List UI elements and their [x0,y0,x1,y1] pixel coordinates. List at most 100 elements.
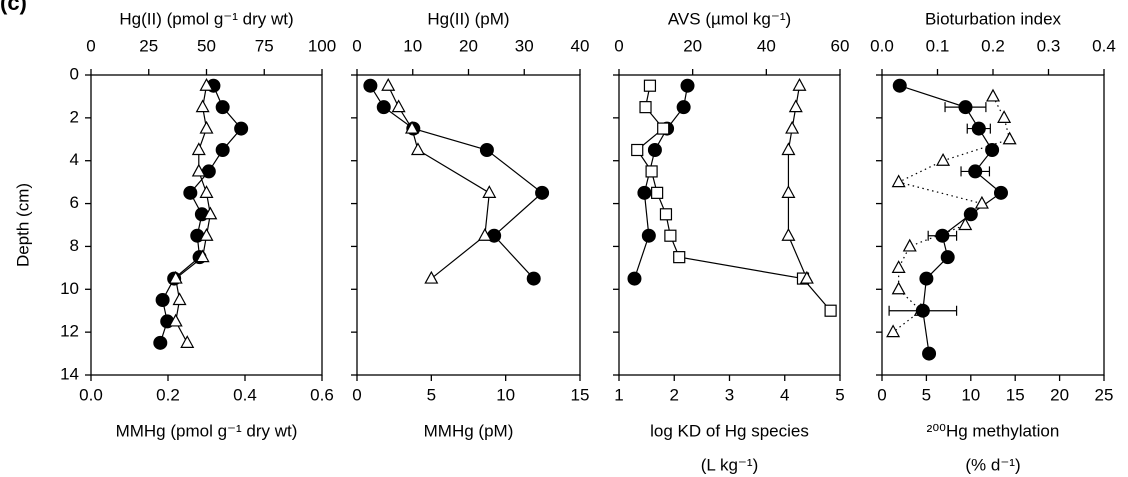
marker-triangle [785,120,800,134]
marker-circle [234,121,249,136]
marker-triangle [195,249,210,263]
marker-circle [535,185,550,200]
marker-circle [647,143,662,157]
marker-triangle [477,227,492,241]
x-axis-title: MMHg (pM) [424,421,514,440]
x-axis-title-line2: (% d⁻¹) [965,455,1020,474]
marker-circle [641,228,656,243]
marker-square [659,208,673,221]
x-tick-label: 2 [670,385,679,404]
marker-triangle [404,120,420,134]
x-tick-label: 5 [922,385,931,404]
x2-tick-label: 50 [197,36,216,55]
y-tick-label: 10 [60,279,79,298]
marker-triangle [172,292,187,306]
marker-circle [935,228,950,243]
x-tick-label: 20 [1050,385,1069,404]
marker-triangle [191,142,206,156]
marker-circle [215,143,230,157]
x-tick-label: 3 [725,385,734,404]
x2-tick-label: 60 [831,36,850,55]
marker-square [673,251,686,264]
x-tick-label: 5 [835,385,844,404]
marker-triangle [199,120,214,134]
x-tick-label: 0.2 [156,385,180,404]
x-axis-title: ²⁰⁰Hg methylation [927,421,1060,440]
series-line [899,85,1002,354]
marker-triangle [891,281,906,295]
marker-square [645,165,658,178]
marker-circle [940,250,955,265]
marker-triangle [180,335,195,348]
marker-square [643,79,657,92]
plot-frame [90,74,323,376]
marker-triangle [381,77,396,91]
x2-tick-label: 75 [255,36,274,55]
x-tick-label: 0 [352,385,361,404]
y-tick-label: 0 [70,64,79,83]
x-tick-label: 0.6 [310,385,334,404]
x2-axis-title: AVS (µmol kg⁻¹) [668,9,791,28]
y-tick-label: 12 [60,322,79,341]
marker-circle [971,121,986,136]
marker-triangle [199,77,214,91]
marker-triangle [168,270,183,284]
marker-triangle [958,217,973,231]
x-tick-label: 4 [780,385,789,404]
series-line [892,96,1011,333]
marker-square [651,186,664,199]
marker-circle [153,335,168,350]
plot-frame [881,74,1105,376]
x2-axis-title: Hg(II) (pmol g⁻¹ dry wt) [119,9,293,28]
marker-square [657,122,670,135]
x-axis-title-line2: (L kg⁻¹) [701,455,758,474]
marker-circle [183,185,198,200]
x-tick-label: 0.4 [233,385,257,404]
panel-label: (c) [0,0,27,15]
x2-tick-label: 30 [515,36,534,55]
marker-triangle [891,260,906,273]
y-tick-label: 8 [70,236,79,255]
x2-tick-label: 0 [86,36,95,55]
x-axis-title: log KD of Hg species [650,421,809,440]
x2-tick-label: 0.2 [981,36,1005,55]
series-line [387,85,490,280]
marker-triangle [168,313,183,327]
marker-square [664,229,677,242]
x2-tick-label: 10 [403,36,422,55]
series-line [787,85,808,279]
x-tick-label: 15 [1006,385,1025,404]
x-tick-label: 25 [1095,385,1114,404]
x2-tick-label: 20 [459,36,478,55]
marker-circle [915,303,930,318]
x-axis-title: MMHg (pmol g⁻¹ dry wt) [116,421,298,440]
x2-tick-label: 100 [308,36,336,55]
x2-tick-label: 0.1 [926,36,950,55]
marker-square [639,101,652,114]
marker-triangle [203,206,218,220]
marker-circle [958,100,973,115]
series-line [633,85,689,279]
x2-tick-label: 40 [571,36,590,55]
y-tick-label: 4 [70,150,79,169]
x-tick-label: 1 [614,385,623,404]
x2-tick-label: 0.3 [1037,36,1061,55]
x-tick-label: 0 [877,385,886,404]
marker-circle [376,100,391,115]
y-tick-label: 14 [60,364,79,383]
x-tick-label: 15 [571,385,590,404]
marker-triangle [936,152,951,166]
marker-circle [637,185,652,200]
marker-circle [479,143,494,157]
marker-triangle [886,324,901,338]
marker-triangle [781,142,796,156]
marker-circle [526,271,541,286]
marker-circle [993,185,1008,200]
marker-triangle [781,185,796,198]
plot-frame [618,74,841,376]
x2-tick-label: 20 [683,36,702,55]
marker-circle [627,271,642,286]
marker-triangle [1002,131,1017,145]
marker-circle [676,100,691,115]
x2-axis-title: Hg(II) (pM) [427,9,509,28]
